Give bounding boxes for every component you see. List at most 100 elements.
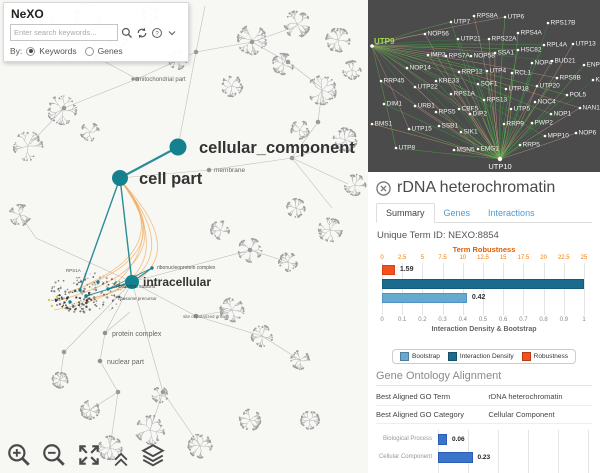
tree-leaf-node[interactable]	[293, 122, 295, 125]
tree-leaf-node[interactable]	[86, 139, 89, 141]
tree-leaf-node[interactable]	[75, 108, 77, 111]
tree-leaf-node[interactable]	[320, 236, 322, 239]
tree-leaf-node[interactable]	[285, 269, 288, 272]
tree-leaf-node[interactable]	[340, 232, 342, 235]
tree-leaf-node[interactable]	[277, 71, 280, 74]
tree-leaf-node[interactable]	[42, 145, 44, 148]
tree-leaf-node[interactable]	[14, 142, 17, 144]
tree-leaf-node[interactable]	[322, 103, 325, 106]
tree-leaf-node[interactable]	[85, 139, 87, 141]
tree-leaf-node[interactable]	[34, 132, 36, 134]
tree-leaf-node[interactable]	[251, 53, 253, 56]
tree-leaf-node[interactable]	[23, 205, 25, 207]
tree-leaf-node[interactable]	[261, 47, 263, 49]
tree-leaf-node[interactable]	[249, 53, 251, 55]
tree-leaf-node[interactable]	[360, 176, 363, 178]
tree-leaf-node[interactable]	[325, 77, 327, 79]
tree-leaf-node[interactable]	[351, 78, 353, 80]
tree-leaf-node[interactable]	[355, 142, 358, 144]
tree-leaf-node[interactable]	[291, 68, 294, 70]
tree-leaf-node[interactable]	[58, 97, 61, 99]
tree-leaf-node[interactable]	[299, 199, 302, 201]
tree-leaf-node[interactable]	[357, 75, 359, 78]
tree-leaf-node[interactable]	[93, 137, 95, 139]
tree-leaf-node[interactable]	[261, 28, 263, 30]
tree-leaf-node[interactable]	[304, 207, 306, 209]
tree-leaf-node[interactable]	[355, 76, 358, 78]
tree-leaf-node[interactable]	[286, 206, 288, 208]
tree-leaf-node[interactable]	[237, 40, 239, 42]
tree-leaf-node[interactable]	[247, 52, 249, 54]
tree-leaf-node[interactable]	[350, 129, 353, 131]
tree-leaf-node[interactable]	[90, 140, 93, 142]
tree-leaf-node[interactable]	[364, 183, 367, 186]
tree-leaf-node[interactable]	[285, 254, 287, 256]
tree-leaf-node[interactable]	[53, 119, 56, 122]
tree-leaf-node[interactable]	[260, 250, 263, 252]
tree-leaf-node[interactable]	[335, 89, 337, 92]
tree-leaf-node[interactable]	[311, 98, 313, 101]
ontology-tree-panel[interactable]: cellular_component cell part intracellular…	[0, 0, 368, 473]
tree-leaf-node[interactable]	[294, 266, 297, 268]
tree-leaf-node[interactable]	[32, 155, 35, 157]
tree-leaf-node[interactable]	[254, 53, 256, 55]
tree-leaf-node[interactable]	[325, 38, 327, 41]
tree-leaf-node[interactable]	[331, 97, 334, 100]
tree-leaf-node[interactable]	[9, 210, 11, 212]
tree-leaf-node[interactable]	[305, 124, 308, 126]
tree-leaf-node[interactable]	[82, 128, 84, 130]
tree-leaf-node[interactable]	[303, 34, 305, 36]
tree-leaf-node[interactable]	[327, 42, 329, 45]
tree-leaf-node[interactable]	[287, 202, 289, 205]
tree-leaf-node[interactable]	[223, 78, 225, 80]
tree-leaf-node[interactable]	[291, 124, 294, 126]
tree-leaf-node[interactable]	[319, 235, 321, 237]
tree-leaf-node[interactable]	[237, 39, 239, 41]
tree-leaf-node[interactable]	[326, 102, 328, 104]
tree-leaf-node[interactable]	[352, 194, 354, 196]
tree-leaf-node[interactable]	[284, 26, 286, 28]
tree-leaf-node[interactable]	[82, 124, 85, 126]
tree-leaf-node[interactable]	[327, 45, 330, 47]
tree-leaf-node[interactable]	[246, 260, 248, 262]
tree-leaf-node[interactable]	[281, 73, 283, 76]
tree-leaf-node[interactable]	[237, 251, 240, 253]
tree-leaf-node[interactable]	[230, 76, 232, 78]
tree-leaf-node[interactable]	[348, 39, 351, 41]
tree-leaf-node[interactable]	[238, 92, 241, 94]
tree-leaf-node[interactable]	[294, 198, 297, 200]
tree-leaf-node[interactable]	[284, 53, 287, 55]
tree-leaf-node[interactable]	[12, 149, 15, 151]
tree-leaf-node[interactable]	[308, 131, 310, 133]
tree-leaf-node[interactable]	[245, 25, 248, 28]
tree-leaf-node[interactable]	[26, 159, 28, 161]
tree-leaf-node[interactable]	[345, 61, 348, 64]
tree-leaf-node[interactable]	[326, 36, 328, 38]
tree-leaf-node[interactable]	[21, 133, 23, 135]
tree-leaf-node[interactable]	[49, 104, 52, 106]
tree-leaf-node[interactable]	[241, 28, 244, 30]
tree-leaf-node[interactable]	[354, 138, 357, 141]
tree-leaf-node[interactable]	[355, 173, 358, 176]
tree-leaf-node[interactable]	[288, 201, 291, 203]
tree-leaf-node[interactable]	[40, 142, 43, 144]
tree-leaf-node[interactable]	[67, 121, 70, 124]
tree-leaf-node[interactable]	[63, 95, 65, 97]
tree-leaf-node[interactable]	[339, 234, 341, 237]
tree-leaf-node[interactable]	[352, 60, 355, 62]
tree-leaf-node[interactable]	[238, 81, 240, 84]
tree-leaf-node[interactable]	[68, 96, 70, 99]
tree-leaf-node[interactable]	[283, 25, 286, 27]
tree-leaf-node[interactable]	[346, 31, 348, 34]
tree-leaf-node[interactable]	[292, 65, 294, 67]
tree-leaf-node[interactable]	[334, 87, 336, 89]
tree-leaf-node[interactable]	[327, 76, 329, 79]
tree-leaf-node[interactable]	[348, 77, 350, 79]
tree-leaf-node[interactable]	[68, 120, 70, 122]
tree-leaf-node[interactable]	[334, 84, 336, 86]
tree-leaf-node[interactable]	[309, 96, 312, 99]
tree-leaf-node[interactable]	[245, 52, 247, 54]
tree-leaf-node[interactable]	[272, 59, 274, 62]
tree-leaf-node[interactable]	[17, 135, 19, 138]
tree-leaf-node[interactable]	[303, 136, 306, 138]
